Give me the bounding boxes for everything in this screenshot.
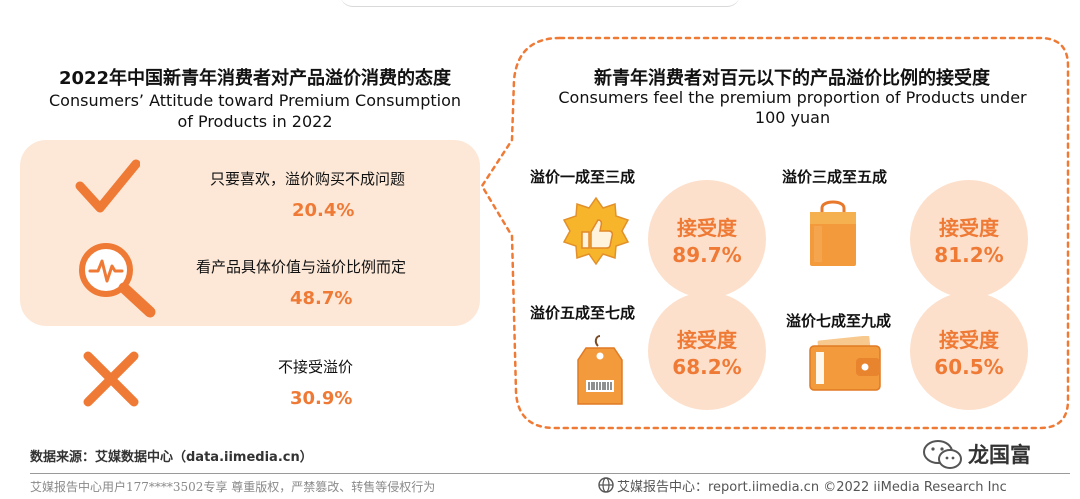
acceptance-label-4: 接受度 [939, 328, 999, 352]
right-subtitle-line1: Consumers feel the premium proportion of… [558, 88, 1027, 107]
data-source: 数据来源：艾媒数据中心（data.iimedia.cn） [30, 450, 313, 465]
watermark-account: 龙国富 [968, 443, 1031, 467]
shopping-bag-icon [810, 200, 856, 266]
option-value-3: 30.9% [290, 388, 353, 409]
left-subtitle-line2: of Products in 2022 [177, 112, 333, 131]
option-value-2: 48.7% [290, 288, 353, 309]
magnifier-pulse-icon [79, 243, 156, 318]
acceptance-circle-2: 接受度 81.2% [910, 180, 1028, 298]
acceptance-label-1: 接受度 [677, 216, 737, 240]
acceptance-value-4: 60.5% [934, 355, 1004, 379]
thumbs-up-badge-icon [562, 196, 630, 266]
option-label-2: 看产品具体价值与溢价比例而定 [196, 258, 407, 276]
acceptance-circle-3: 接受度 68.2% [648, 292, 766, 410]
acceptance-circle-4: 接受度 60.5% [910, 292, 1028, 410]
cross-icon [83, 351, 139, 407]
option-label-3: 不接受溢价 [278, 358, 354, 376]
acceptance-value-1: 89.7% [672, 243, 742, 267]
wechat-icon [923, 440, 962, 469]
category-label-2: 溢价三成至五成 [782, 168, 888, 186]
category-label-3: 溢价五成至七成 [530, 304, 636, 322]
left-subtitle: Consumers’ Attitude toward Premium Consu… [0, 90, 510, 132]
category-label-4: 溢价七成至九成 [786, 312, 892, 330]
right-subtitle-line2: 100 yuan [754, 108, 831, 127]
wallet-icon [809, 336, 881, 391]
acceptance-circle-1: 接受度 89.7% [648, 180, 766, 298]
option-value-1: 20.4% [292, 200, 355, 221]
left-subtitle-line1: Consumers’ Attitude toward Premium Consu… [49, 91, 461, 110]
acceptance-label-3: 接受度 [677, 328, 737, 352]
footer-divider [30, 473, 1070, 474]
option-label-1: 只要喜欢，溢价购买不成问题 [210, 170, 406, 188]
left-title: 2022年中国新青年消费者对产品溢价消费的态度 [58, 68, 452, 89]
acceptance-label-2: 接受度 [939, 216, 999, 240]
check-icon [75, 159, 140, 213]
footer-report-site[interactable]: 艾媒报告中心：report.iimedia.cn ©2022 iiMedia R… [617, 480, 1007, 495]
top-decoration-arc [340, 0, 740, 7]
acceptance-value-2: 81.2% [934, 243, 1004, 267]
price-tag-icon [577, 335, 623, 405]
footer-copyright-note: 艾媒报告中心用户177****3502专享 尊重版权，严禁篡改、转售等侵权行为 [30, 480, 436, 494]
globe-icon [598, 477, 614, 493]
right-title: 新青年消费者对百元以下的产品溢价比例的接受度 [594, 68, 990, 89]
acceptance-value-3: 68.2% [672, 355, 742, 379]
right-subtitle: Consumers feel the premium proportion of… [520, 88, 1065, 128]
category-label-1: 溢价一成至三成 [530, 168, 636, 186]
